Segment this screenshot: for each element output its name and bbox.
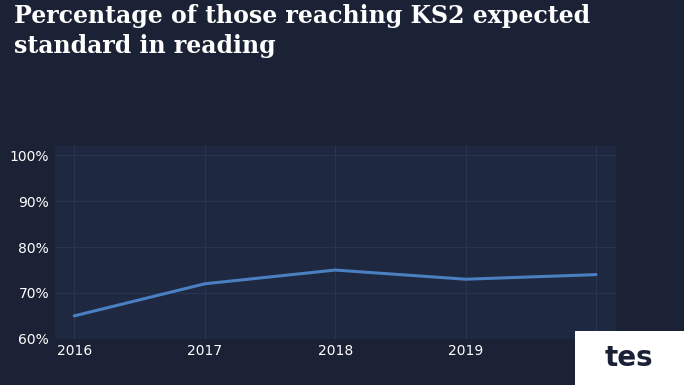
Text: Percentage of those reaching KS2 expected
standard in reading: Percentage of those reaching KS2 expecte… xyxy=(14,4,590,57)
Text: tes: tes xyxy=(605,344,654,372)
